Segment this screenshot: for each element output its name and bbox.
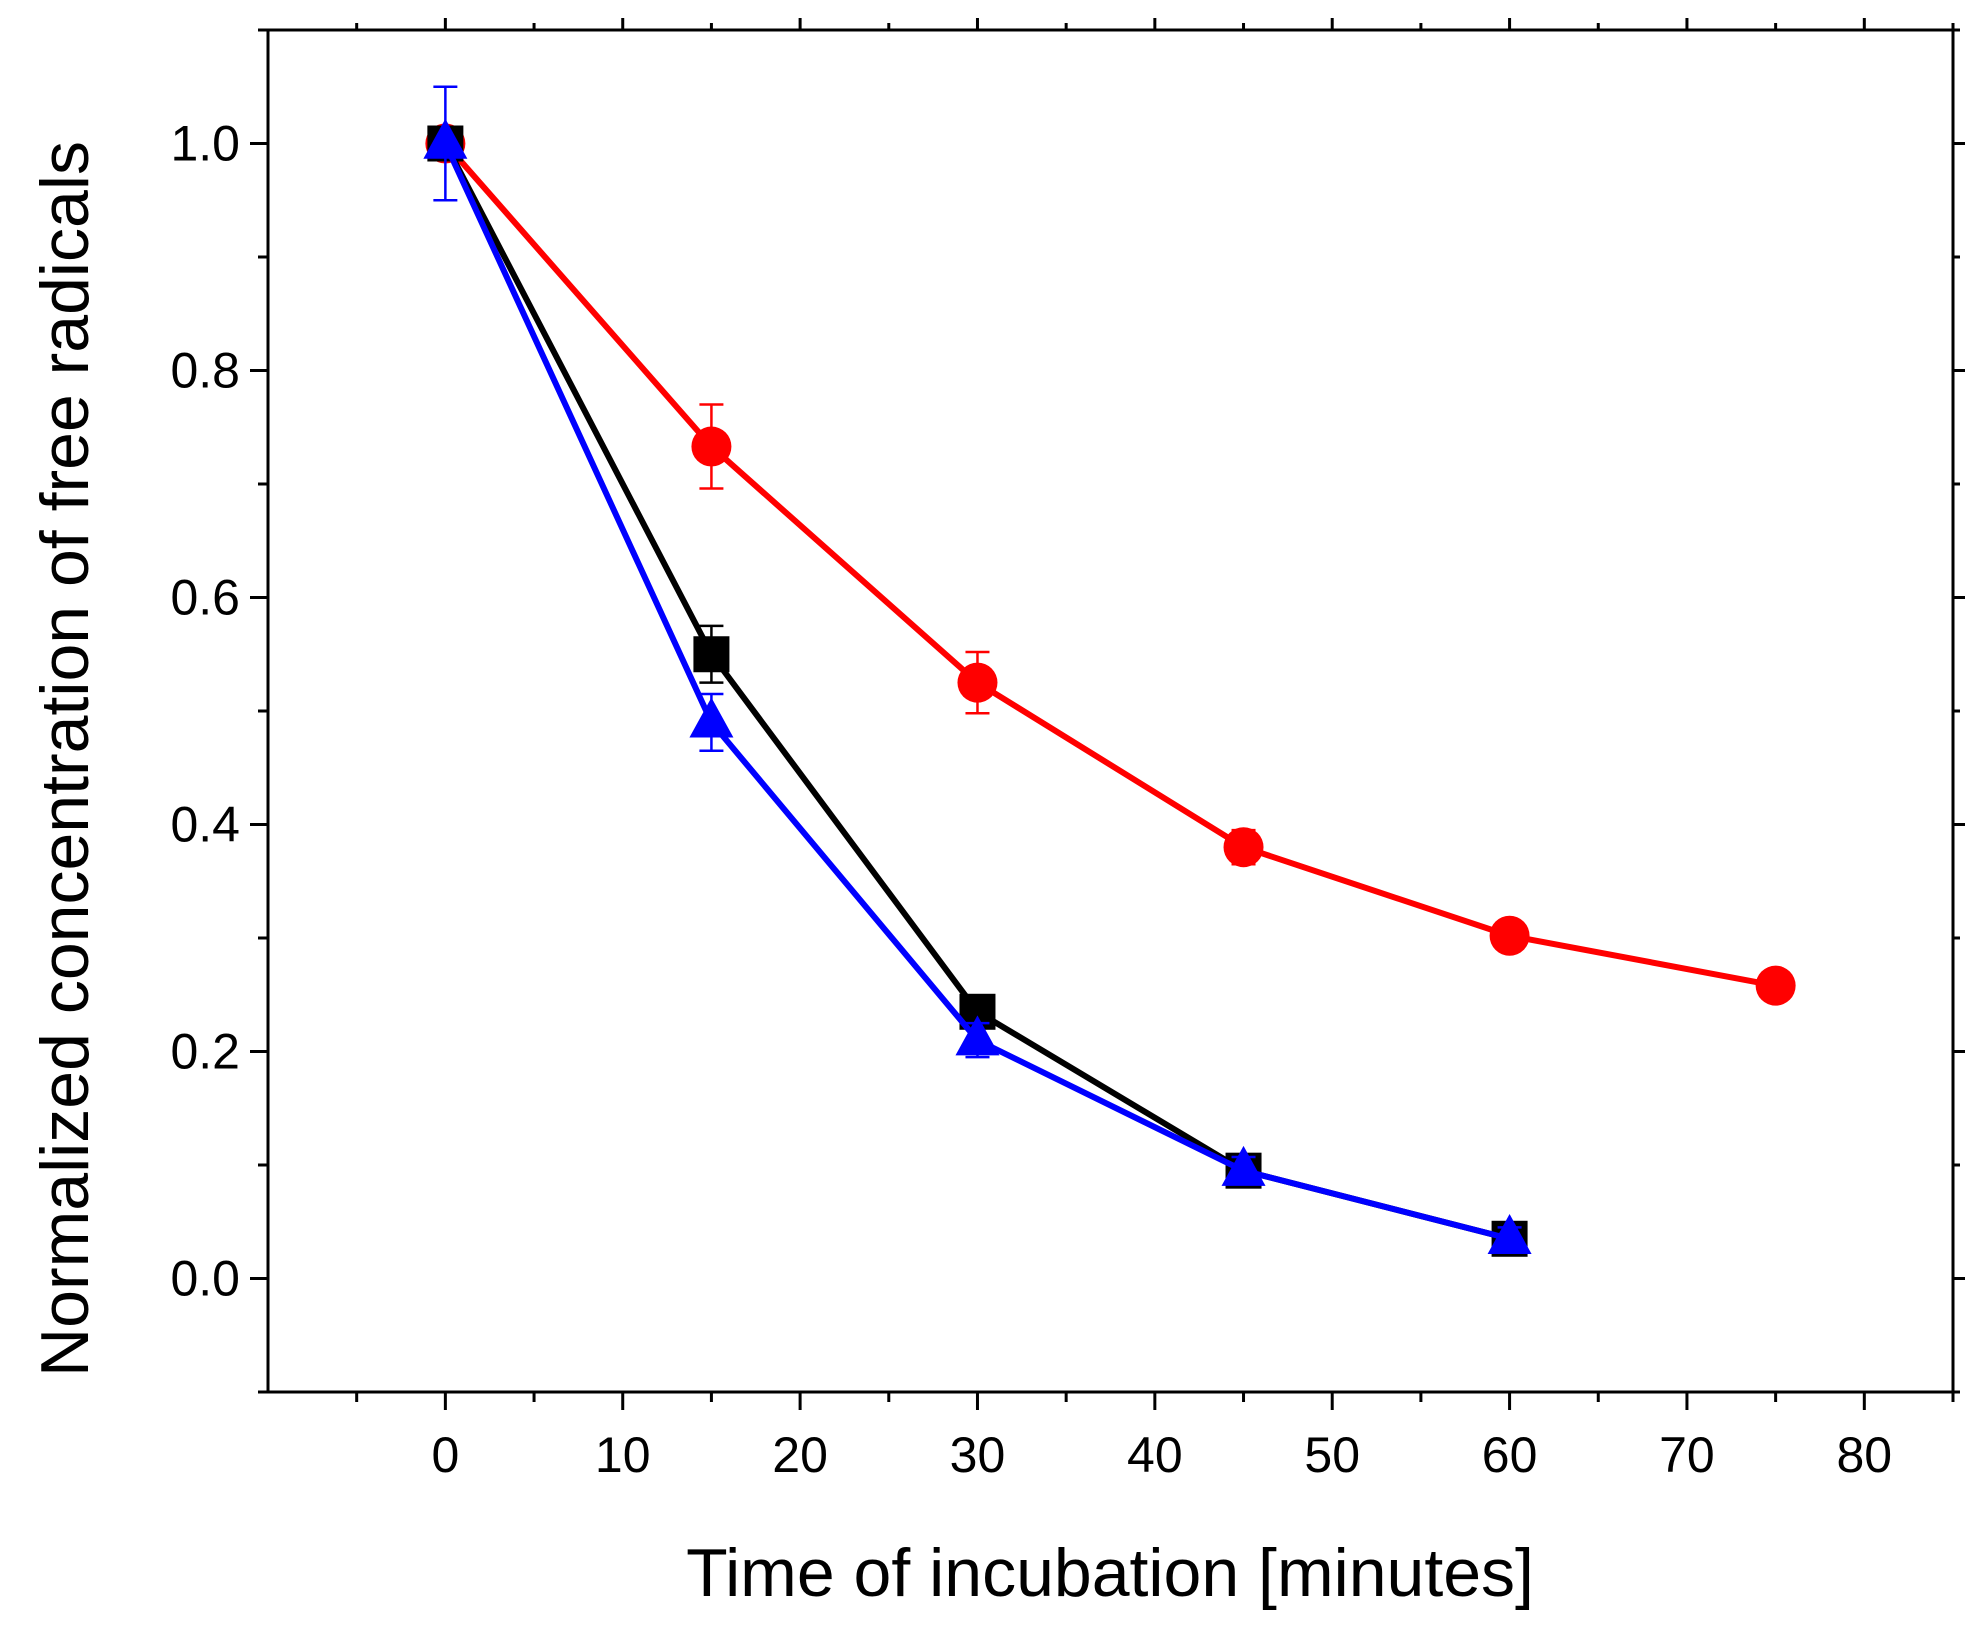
x-tick-label: 10 <box>595 1427 651 1483</box>
y-tick-label: 0.4 <box>170 797 240 853</box>
y-tick-label: 0.0 <box>170 1251 240 1307</box>
data-point <box>1487 1213 1532 1254</box>
y-axis: 0.0 0.2 0.4 0.6 0.8 1.0 <box>170 28 1965 1394</box>
y-tick-label: 1.0 <box>170 116 240 172</box>
y-tick-label: 0.8 <box>170 343 240 399</box>
data-point <box>1755 965 1796 1006</box>
series-line <box>443 141 1777 989</box>
data-point <box>1221 1145 1266 1186</box>
x-axis: 0 10 20 30 40 50 60 70 80 <box>355 18 1955 1483</box>
data-point <box>1223 827 1264 868</box>
x-tick-label: 40 <box>1127 1427 1183 1483</box>
x-tick-label: 50 <box>1304 1427 1360 1483</box>
plot-frame <box>266 28 1955 1394</box>
y-axis-title: Normalized concentration of free radical… <box>27 141 103 1377</box>
x-tick-label: 60 <box>1482 1427 1538 1483</box>
data-point <box>1489 915 1530 956</box>
data-point <box>689 697 734 738</box>
data-point <box>957 662 998 703</box>
y-tick-label: 0.6 <box>170 570 240 626</box>
data-point <box>693 636 730 673</box>
data-point <box>691 426 732 467</box>
y-tick-label: 0.2 <box>170 1024 240 1080</box>
x-tick-label: 30 <box>950 1427 1006 1483</box>
plot-border <box>266 28 1955 1394</box>
series-triangle <box>423 85 1532 1254</box>
x-tick-label: 20 <box>772 1427 828 1483</box>
x-axis-title: Time of incubation [minutes] <box>686 1535 1534 1611</box>
series-layer <box>423 85 1796 1257</box>
x-tick-label: 0 <box>431 1427 459 1483</box>
x-tick-label: 70 <box>1659 1427 1715 1483</box>
data-point <box>423 118 468 159</box>
data-point <box>955 1015 1000 1056</box>
x-tick-label: 80 <box>1837 1427 1893 1483</box>
series-circle <box>425 123 1796 1006</box>
